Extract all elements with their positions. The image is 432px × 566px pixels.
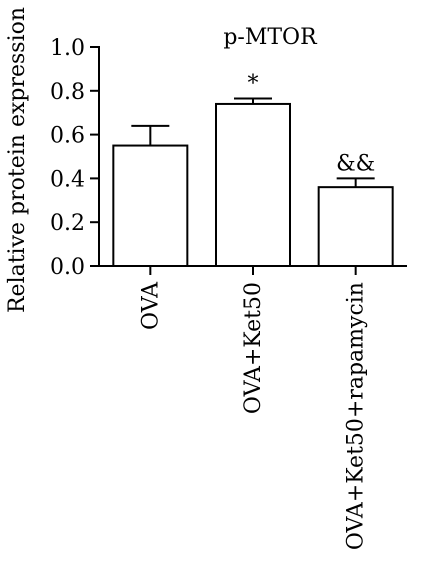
y-tick-label: 0.6 [50,124,85,149]
bars [112,102,394,267]
y-tick-label: 0.4 [50,167,85,192]
y-axis-label: Relative protein expression [5,7,30,313]
y-tick-label: 0.0 [50,255,85,280]
category-label: OVA [138,281,163,330]
bar [215,102,291,267]
significance-annotation: * [248,71,259,96]
y-ticks: 0.0 0.2 0.4 0.6 0.8 1.0 [50,36,99,280]
significance-annotation: && [336,151,375,176]
bar [112,144,189,267]
y-tick-label: 0.8 [50,80,85,105]
category-label: OVA+Ket50+rapamycin [344,282,369,550]
error-bars [131,97,375,188]
chart-title: p-MTOR [223,25,318,50]
category-label: OVA+Ket50 [241,282,266,414]
bar [317,186,394,267]
y-tick-label: 1.0 [50,36,85,61]
y-tick-label: 0.2 [50,211,85,236]
annotations: * && [248,71,376,176]
category-labels: OVA OVA+Ket50 OVA+Ket50+rapamycin [138,266,369,550]
